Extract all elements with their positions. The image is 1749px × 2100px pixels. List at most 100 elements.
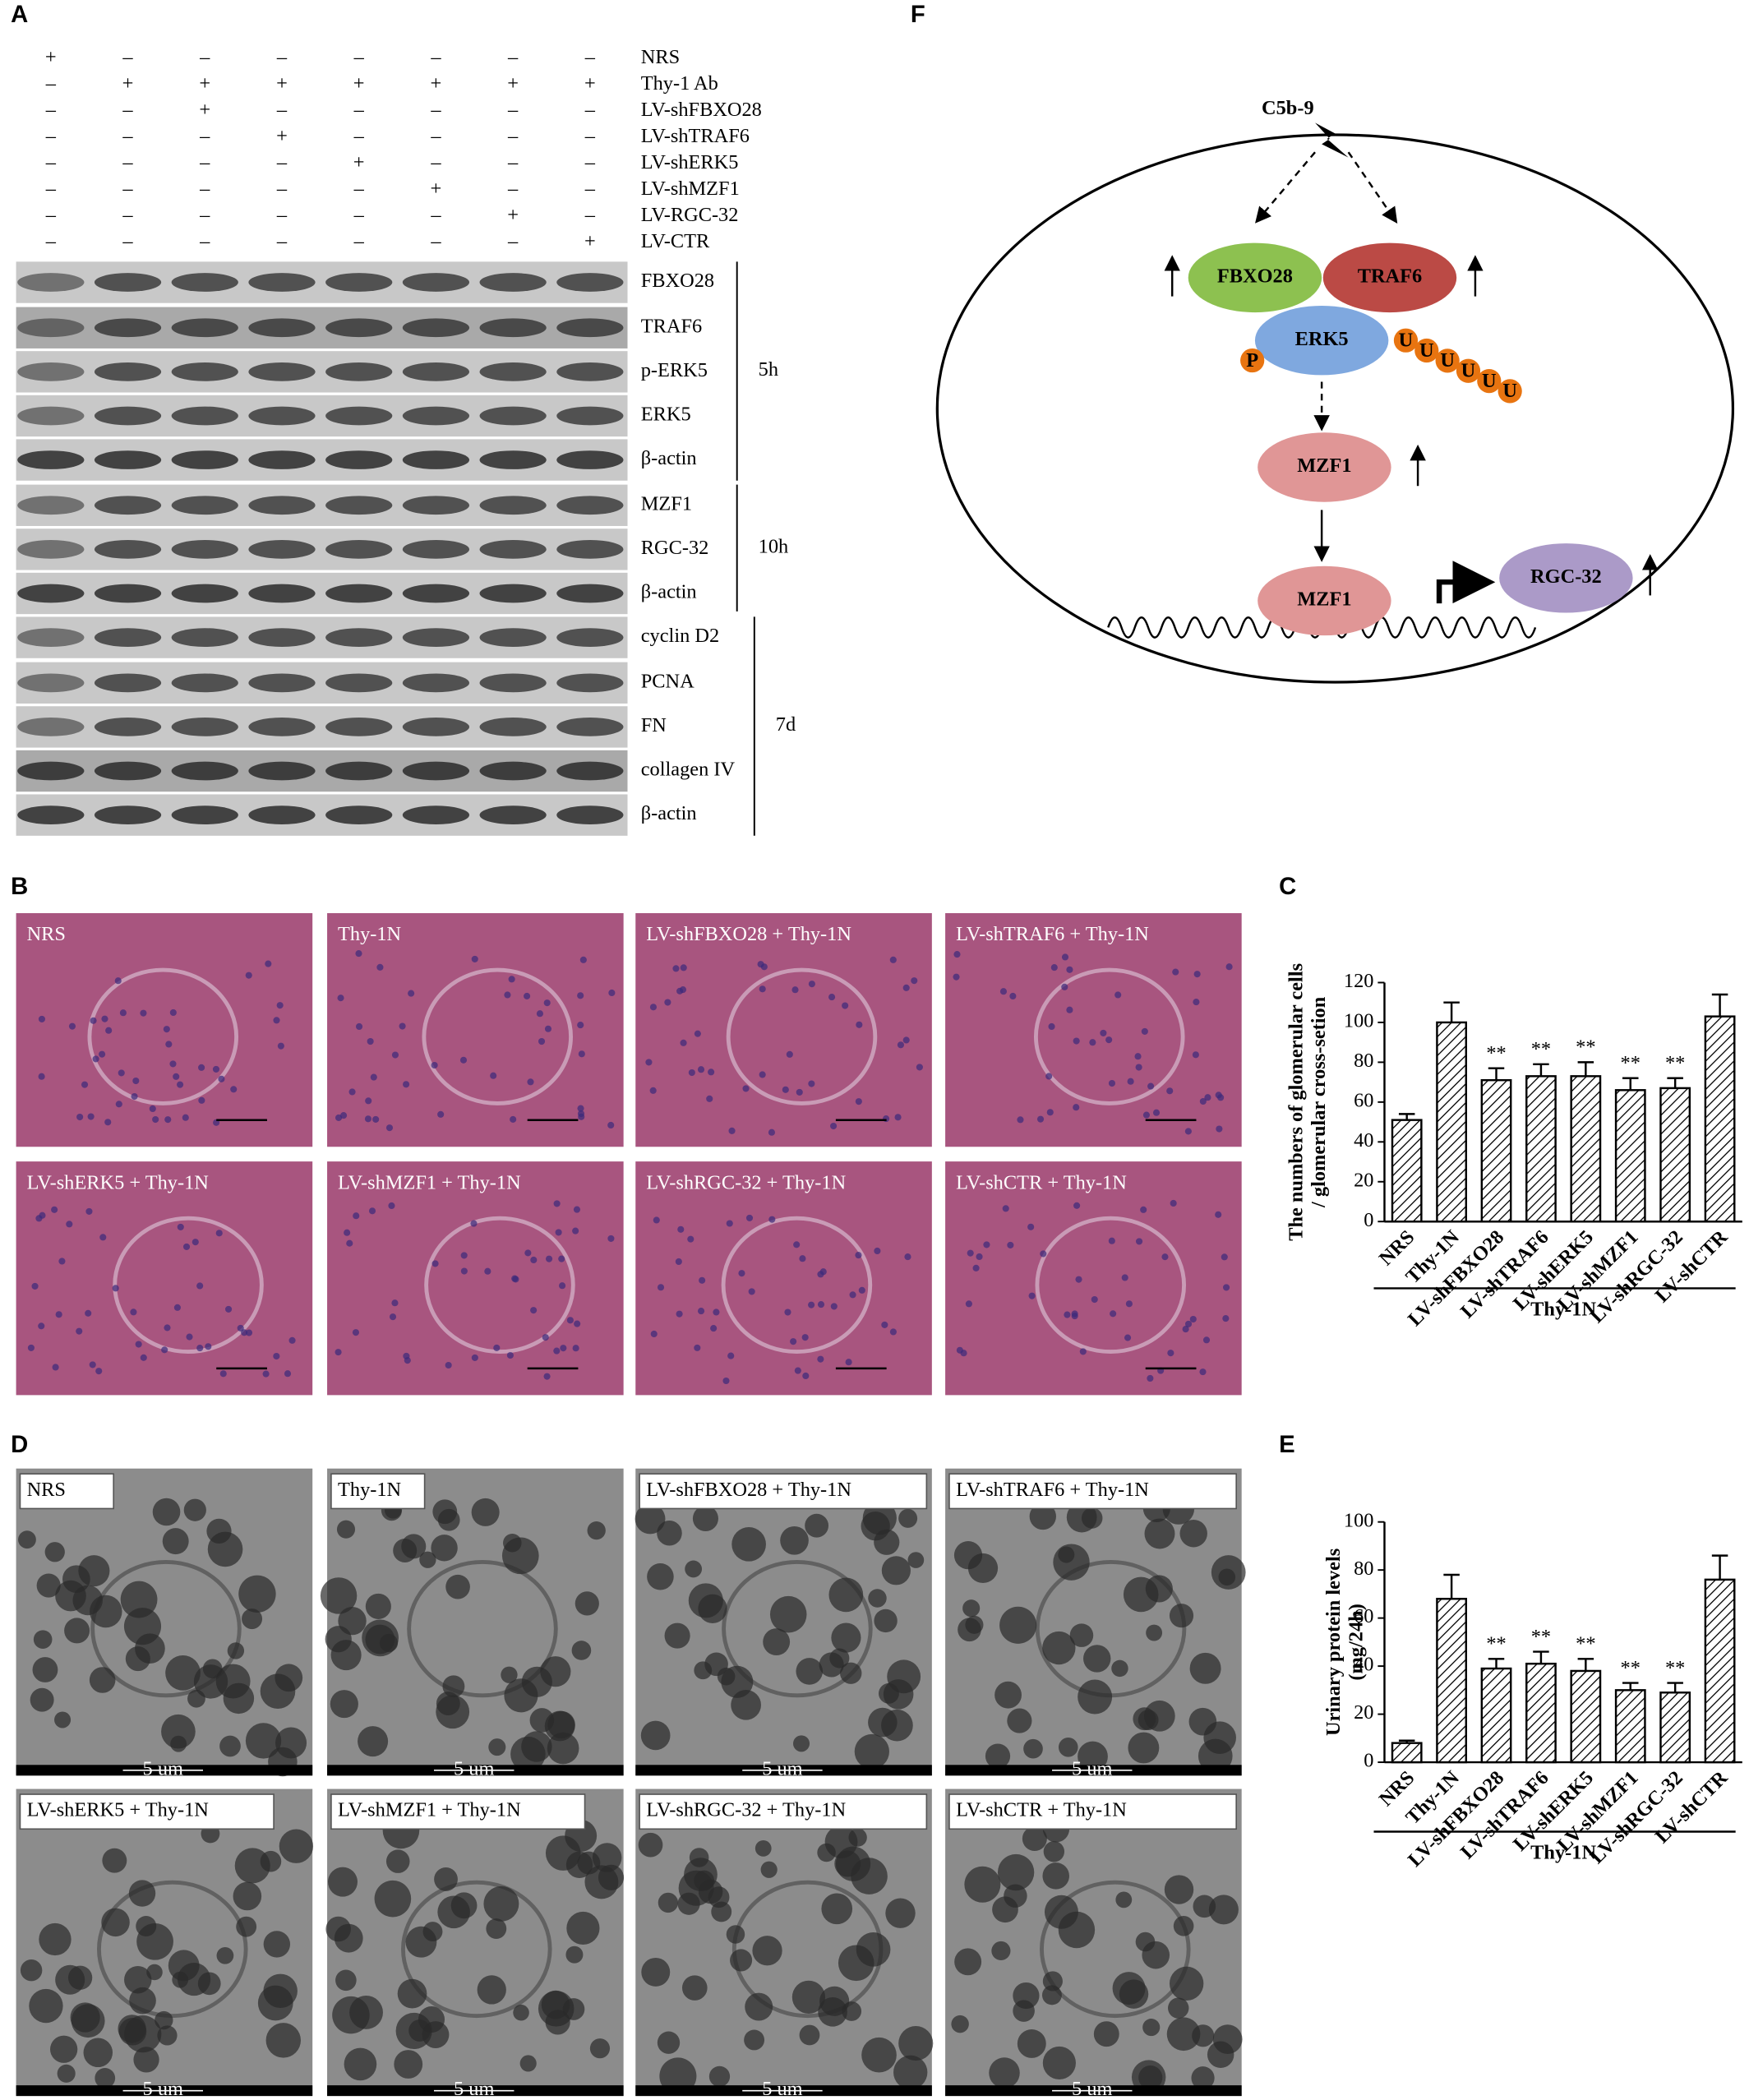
micrograph-label: LV-shRGC-32 + Thy-1N	[646, 1799, 846, 1821]
label-box	[639, 1793, 928, 1830]
nucleus	[657, 1284, 665, 1291]
nucleus	[587, 1521, 606, 1540]
nucleus	[431, 1260, 439, 1267]
nucleus	[1110, 1310, 1117, 1318]
nucleus	[1007, 1708, 1032, 1733]
treatment-sign: –	[122, 178, 133, 200]
treatment-sign: +	[431, 72, 442, 95]
blot-band	[248, 628, 316, 647]
nucleus	[1189, 1652, 1221, 1684]
nucleus	[721, 1665, 754, 1698]
pathway-node	[1258, 432, 1391, 502]
blot-band	[248, 673, 316, 693]
blot-band	[402, 362, 470, 381]
blot-band	[325, 540, 393, 559]
blot-band	[94, 273, 162, 292]
blot-label: FN	[641, 714, 667, 736]
blot-band	[17, 450, 85, 469]
nucleus	[330, 1640, 362, 1671]
blot-band	[94, 628, 162, 647]
glomerulus	[1040, 1880, 1191, 2019]
nucleus	[1142, 1111, 1150, 1119]
nucleus	[241, 1329, 248, 1336]
nucleus	[708, 2065, 731, 2087]
nucleus	[1100, 1029, 1107, 1036]
glomerulus	[422, 967, 573, 1105]
nucleus	[650, 1330, 658, 1338]
nucleus	[664, 1622, 690, 1649]
nucleus	[976, 1253, 983, 1261]
blot-band	[556, 273, 624, 292]
treatment-sign: –	[584, 125, 596, 147]
nucleus	[76, 1327, 83, 1335]
nucleus	[874, 1529, 900, 1555]
panel-label: B	[11, 874, 28, 900]
nucleus	[367, 1037, 374, 1045]
nucleus	[340, 1112, 348, 1119]
nucleus	[101, 1015, 108, 1022]
nucleus	[830, 1122, 838, 1130]
nucleus	[161, 1346, 168, 1354]
nucleus	[146, 1964, 163, 1981]
pathway-node	[1188, 242, 1322, 313]
nucleus	[38, 1015, 46, 1022]
nucleus	[320, 1577, 358, 1614]
nucleus	[559, 1282, 566, 1290]
nucleus	[30, 1687, 54, 1712]
nucleus	[403, 1081, 410, 1088]
treatment-sign: –	[122, 125, 133, 147]
nucleus	[165, 1655, 201, 1691]
nucleus	[1172, 968, 1179, 976]
ubiquitin-label: U	[1399, 329, 1414, 351]
blot-band	[325, 673, 393, 693]
blot-band	[402, 673, 470, 693]
nucleus	[1167, 1350, 1174, 1357]
nucleus	[51, 1206, 58, 1213]
treatment-sign: –	[507, 46, 519, 68]
nucleus	[325, 1916, 351, 1942]
blot-band	[325, 496, 393, 515]
nucleus	[128, 1880, 156, 1907]
treatment-sign: –	[353, 125, 365, 147]
error-bar	[1622, 1077, 1639, 1091]
blot-band	[325, 718, 393, 736]
nucleus	[730, 1949, 753, 1972]
arrow	[1347, 151, 1398, 224]
micrograph	[635, 1161, 932, 1396]
nucleus	[376, 963, 384, 971]
y-tick-label: 20	[1354, 1701, 1373, 1724]
glomerulus	[1035, 1216, 1187, 1355]
blot-band	[479, 362, 547, 381]
nucleus	[484, 1267, 491, 1275]
nucleus	[738, 1270, 745, 1277]
nucleus	[368, 1207, 376, 1215]
treatment-sign: –	[507, 230, 519, 252]
ubiquitin-mark	[1435, 348, 1460, 373]
nucleus	[694, 1344, 701, 1351]
treatment-sign: –	[507, 151, 519, 173]
bar	[1391, 1742, 1423, 1764]
nucleus	[692, 1505, 718, 1532]
nucleus	[1042, 1971, 1063, 1992]
blot-band	[171, 450, 238, 469]
blot-band	[402, 450, 470, 469]
blot-band	[325, 273, 393, 292]
nucleus	[437, 1508, 460, 1531]
blot-band	[402, 406, 470, 426]
blot-band	[402, 761, 470, 781]
nucleus	[1184, 1128, 1192, 1135]
nucleus	[793, 1735, 810, 1752]
scale-bar-text: 5 um	[454, 1757, 494, 1779]
bar	[1704, 1015, 1736, 1223]
treatment-label: LV-RGC-32	[641, 204, 739, 226]
nucleus	[571, 1641, 592, 1660]
nucleus	[163, 1026, 170, 1033]
blot-band	[556, 761, 624, 781]
nucleus	[744, 2029, 765, 2051]
nucleus	[808, 981, 815, 988]
nucleus	[1066, 1006, 1073, 1013]
nucleus	[205, 1343, 212, 1350]
nucleus	[230, 1086, 238, 1093]
nucleus	[1147, 1374, 1154, 1382]
nucleus	[1169, 1604, 1194, 1628]
